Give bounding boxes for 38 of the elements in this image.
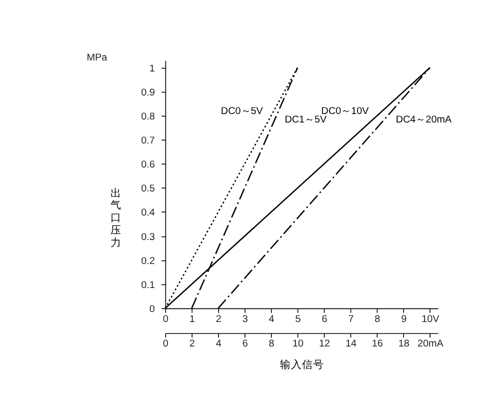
y-tick-label: 0 — [149, 304, 156, 315]
y-tick-label: 1 — [149, 63, 156, 74]
y-tick-label: 0.6 — [141, 160, 156, 171]
x2-tick-label: 6 — [242, 338, 248, 350]
x2-tick-label: 8 — [268, 338, 275, 350]
x2-tick-label: 0 — [162, 338, 169, 350]
x-tick-label: 6 — [322, 314, 328, 325]
x-tick-label: 2 — [216, 314, 222, 325]
x-tick-label: 10V — [422, 314, 440, 325]
x-tick-label: 1 — [189, 314, 196, 325]
x-tick-label: 4 — [268, 314, 275, 325]
text: MPa — [86, 52, 108, 64]
x-tick-label: 0 — [162, 314, 169, 325]
y-tick-label: 0.8 — [141, 111, 156, 122]
x2-tick-label: 12 — [318, 338, 330, 350]
x2-tick-label: 14 — [345, 338, 357, 350]
series-label: DC0～5V — [220, 106, 264, 118]
x2-tick-label: 20mA — [417, 338, 444, 350]
x2-tick-label: 2 — [189, 338, 196, 350]
y-tick-label: 0.9 — [141, 87, 156, 98]
x-tick-label: 5 — [295, 314, 302, 325]
x2-tick-label: 18 — [398, 338, 410, 350]
x-tick-label: 8 — [374, 314, 381, 325]
y-tick-label: 0.2 — [141, 256, 156, 267]
x2-tick-label: 4 — [216, 338, 222, 350]
series-label: DC4～20mA — [396, 114, 452, 126]
x2-tick-label: 10 — [292, 338, 304, 350]
y-tick-label: 0.3 — [141, 232, 156, 243]
y-tick-label: 0.4 — [141, 208, 156, 219]
x2-tick-label: 16 — [372, 338, 384, 350]
y-tick-label: 0.1 — [141, 280, 156, 291]
y-axis-title: 出气口压力 — [110, 186, 122, 249]
x-tick-label: 9 — [401, 314, 408, 325]
y-tick-label: 0.5 — [141, 184, 156, 195]
x-tick-label: 7 — [348, 314, 354, 325]
x-tick-label: 3 — [242, 314, 248, 325]
x-axis-title: 输入信号 — [280, 358, 324, 372]
y-tick-label: 0.7 — [141, 136, 156, 147]
